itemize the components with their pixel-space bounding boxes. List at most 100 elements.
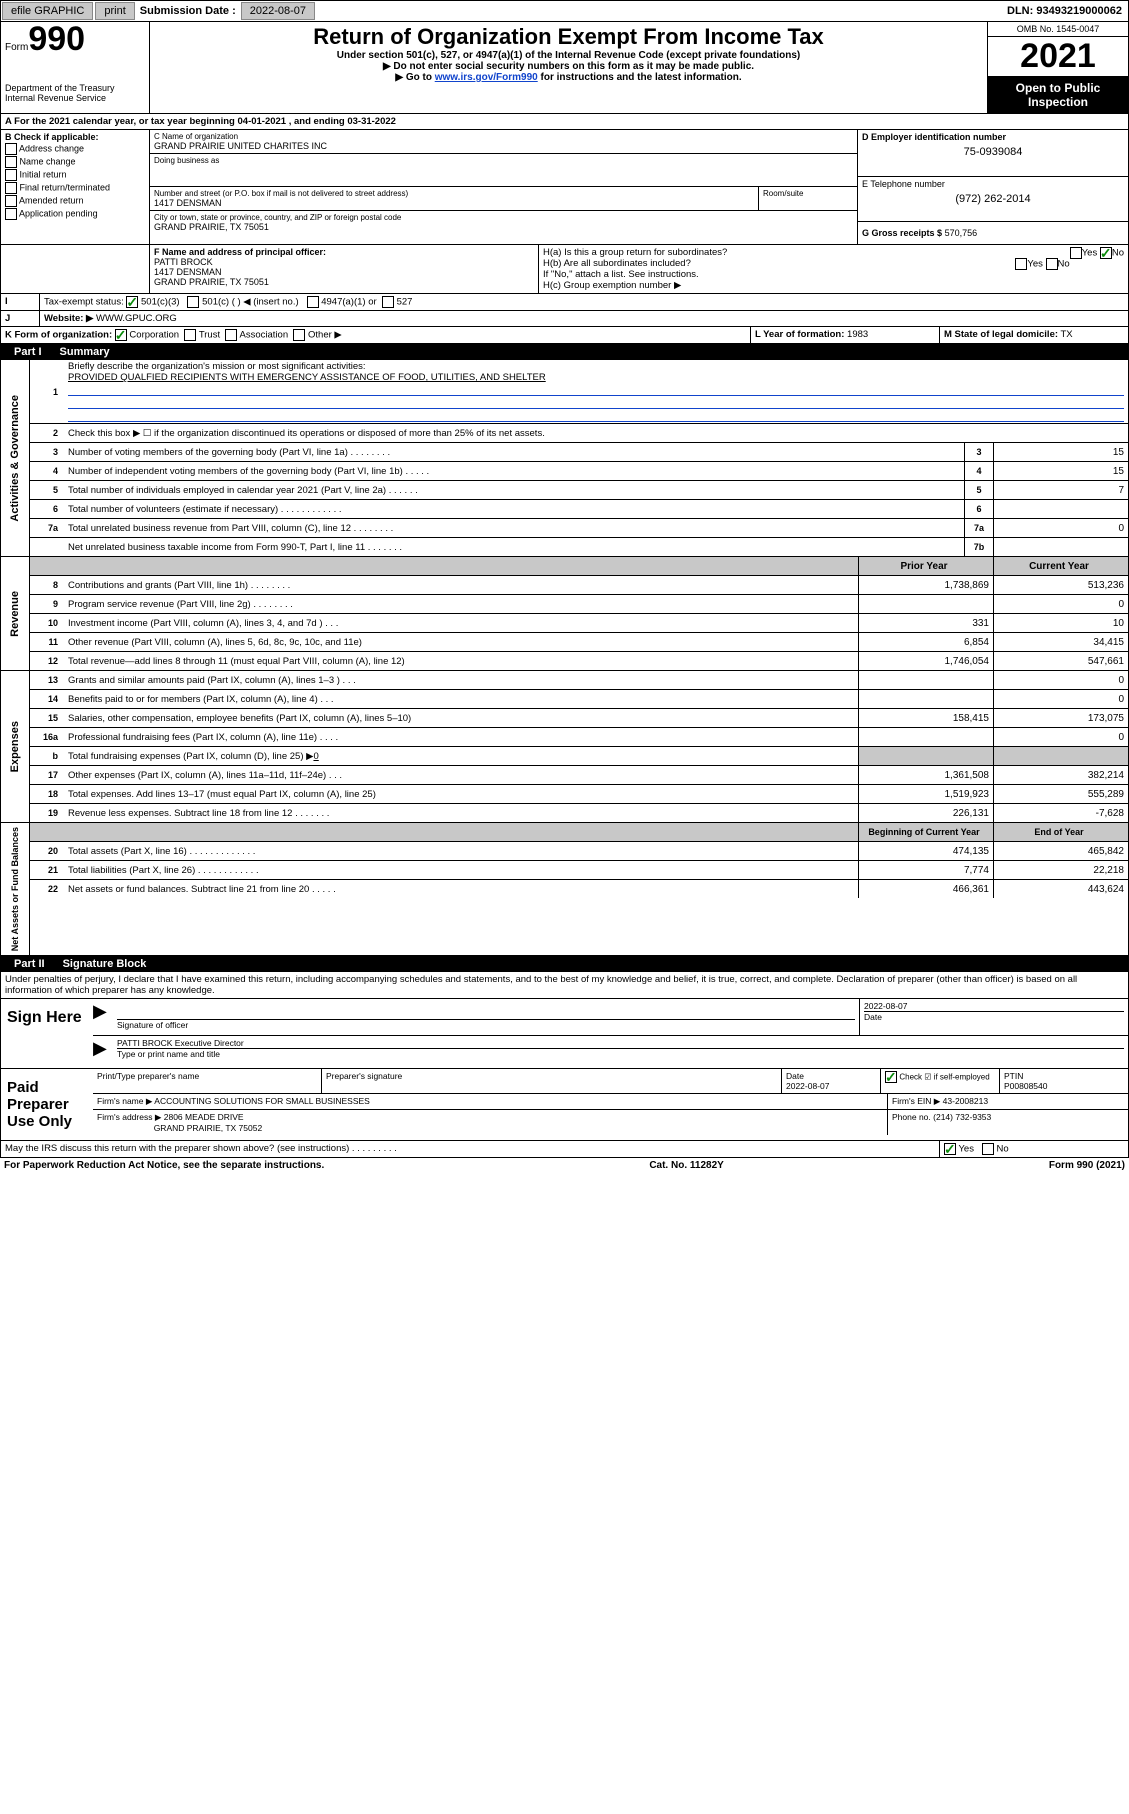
beginning-year-header: Beginning of Current Year <box>858 823 993 841</box>
line-20-end: 465,842 <box>993 842 1128 860</box>
form-word: Form <box>5 42 28 53</box>
firm-phone-value: (214) 732-9353 <box>933 1112 991 1122</box>
discuss-yes-checkbox[interactable] <box>944 1143 956 1155</box>
501c-checkbox[interactable] <box>187 296 199 308</box>
line-8-desc: Contributions and grants (Part VIII, lin… <box>64 579 858 592</box>
line-13-curr: 0 <box>993 671 1128 689</box>
form-header: Form 990 Department of the Treasury Inte… <box>0 22 1129 114</box>
corp-label: Corporation <box>129 330 179 341</box>
dln: DLN: 93493219000062 <box>1007 5 1128 17</box>
check-initial-return[interactable]: Initial return <box>5 169 145 181</box>
line-13-prior <box>858 671 993 689</box>
firm-addr1-value: 2806 MEADE DRIVE <box>164 1112 244 1122</box>
signature-officer-label: Signature of officer <box>117 1019 855 1030</box>
line-7b-desc: Net unrelated business taxable income fr… <box>64 541 964 554</box>
other-checkbox[interactable] <box>293 329 305 341</box>
501c3-checkbox[interactable] <box>126 296 138 308</box>
line-21-begin: 7,774 <box>858 861 993 879</box>
goto-prefix: ▶ Go to <box>395 72 434 83</box>
officer-group-block: F Name and address of principal officer:… <box>0 245 1129 294</box>
website-value: WWW.GPUC.ORG <box>96 313 177 324</box>
line-7b-value <box>993 538 1128 556</box>
print-button[interactable]: print <box>95 2 134 20</box>
check-final-return-label: Final return/terminated <box>20 182 111 192</box>
line-17-prior: 1,361,508 <box>858 766 993 784</box>
line-19-prior: 226,131 <box>858 804 993 822</box>
line-22-begin: 466,361 <box>858 880 993 898</box>
line-13-desc: Grants and similar amounts paid (Part IX… <box>64 674 858 687</box>
section-i-label: Tax-exempt status: <box>44 297 124 308</box>
top-bar: efile GRAPHIC print Submission Date : 20… <box>0 0 1129 22</box>
section-m-label: M State of legal domicile: <box>944 329 1058 340</box>
ha-no-checkbox[interactable] <box>1100 247 1112 259</box>
line-18-prior: 1,519,923 <box>858 785 993 803</box>
period-begin: 04-01-2021 <box>238 116 287 127</box>
ha-yes-checkbox[interactable] <box>1070 247 1082 259</box>
line-16a-curr: 0 <box>993 728 1128 746</box>
prior-year-header: Prior Year <box>858 557 993 575</box>
line-3-desc: Number of voting members of the governin… <box>64 446 964 459</box>
city-value: GRAND PRAIRIE, TX 75051 <box>154 222 853 232</box>
line-15-prior: 158,415 <box>858 709 993 727</box>
4947-checkbox[interactable] <box>307 296 319 308</box>
irs-link[interactable]: www.irs.gov/Form990 <box>435 72 538 83</box>
city-label: City or town, state or province, country… <box>154 213 853 222</box>
paid-preparer-label: Paid Preparer Use Only <box>1 1069 93 1140</box>
line-18-curr: 555,289 <box>993 785 1128 803</box>
org-name: GRAND PRAIRIE UNITED CHARITES INC <box>154 141 853 151</box>
sign-date-value: 2022-08-07 <box>864 1001 1124 1011</box>
room-label: Room/suite <box>763 189 853 198</box>
check-name-change-label: Name change <box>20 156 76 166</box>
hb-no-checkbox[interactable] <box>1046 258 1058 270</box>
firm-name-value: ACCOUNTING SOLUTIONS FOR SMALL BUSINESSE… <box>154 1096 370 1106</box>
dln-label: DLN: <box>1007 5 1033 17</box>
line-3-value: 15 <box>993 443 1128 461</box>
dln-value: 93493219000062 <box>1036 5 1122 17</box>
omb-number: OMB No. 1545-0047 <box>988 22 1128 37</box>
section-e-label: E Telephone number <box>862 179 1124 189</box>
discuss-no-checkbox[interactable] <box>982 1143 994 1155</box>
section-f-label: F Name and address of principal officer: <box>154 247 534 257</box>
firm-name-label: Firm's name ▶ <box>97 1096 152 1106</box>
period-text-b: , and ending <box>289 116 348 127</box>
check-name-change[interactable]: Name change <box>5 156 145 168</box>
ha-no-label: No <box>1112 248 1124 259</box>
section-l-label: L Year of formation: <box>755 329 844 340</box>
line-12-prior: 1,746,054 <box>858 652 993 670</box>
line-14-desc: Benefits paid to or for members (Part IX… <box>64 693 858 706</box>
check-amended-return[interactable]: Amended return <box>5 195 145 207</box>
line-10-curr: 10 <box>993 614 1128 632</box>
line-16a-desc: Professional fundraising fees (Part IX, … <box>64 731 858 744</box>
line-20-desc: Total assets (Part X, line 16) . . . . .… <box>64 845 858 858</box>
officer-street: 1417 DENSMAN <box>154 267 534 277</box>
line-16b-value: 0 <box>313 751 318 762</box>
line-16b-prior-shaded <box>858 747 993 765</box>
self-employed-checkbox[interactable] <box>885 1071 897 1083</box>
line-9-desc: Program service revenue (Part VIII, line… <box>64 598 858 611</box>
paid-preparer-block: Paid Preparer Use Only Print/Type prepar… <box>0 1069 1129 1141</box>
firm-ein-label: Firm's EIN ▶ <box>892 1096 940 1106</box>
section-c-label: C Name of organization <box>154 132 853 141</box>
hb-yes-checkbox[interactable] <box>1015 258 1027 270</box>
current-year-header: Current Year <box>993 557 1128 575</box>
line-16b-desc: Total fundraising expenses (Part IX, col… <box>64 750 858 763</box>
end-year-header: End of Year <box>993 823 1128 841</box>
form-subtitle-2: ▶ Do not enter social security numbers o… <box>156 61 981 72</box>
line-14-prior <box>858 690 993 708</box>
line-8-prior: 1,738,869 <box>858 576 993 594</box>
line-7a-desc: Total unrelated business revenue from Pa… <box>64 522 964 535</box>
submission-date-value: 2022-08-07 <box>241 2 315 20</box>
line-2-desc: Check this box ▶ ☐ if the organization d… <box>64 427 1128 440</box>
check-application-pending[interactable]: Application pending <box>5 208 145 220</box>
527-checkbox[interactable] <box>382 296 394 308</box>
corp-checkbox[interactable] <box>115 329 127 341</box>
irs-label: Internal Revenue Service <box>5 93 145 103</box>
501c3-label: 501(c)(3) <box>141 297 180 308</box>
officer-name-title: PATTI BROCK Executive Director <box>117 1038 1124 1048</box>
trust-checkbox[interactable] <box>184 329 196 341</box>
net-assets-side-label: Net Assets or Fund Balances <box>8 823 22 955</box>
assoc-checkbox[interactable] <box>225 329 237 341</box>
check-address-change[interactable]: Address change <box>5 143 145 155</box>
check-final-return[interactable]: Final return/terminated <box>5 182 145 194</box>
ptin-value: P00808540 <box>1004 1081 1048 1091</box>
